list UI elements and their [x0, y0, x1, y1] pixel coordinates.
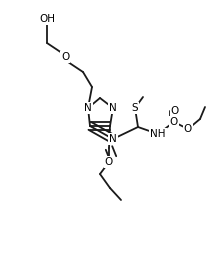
Text: O: O	[170, 117, 178, 127]
Text: OH: OH	[39, 14, 55, 24]
Text: N: N	[84, 103, 92, 113]
Text: O: O	[105, 157, 113, 167]
Text: N: N	[109, 103, 117, 113]
Text: S: S	[132, 103, 138, 113]
Text: NH: NH	[150, 129, 166, 139]
Text: N: N	[109, 134, 117, 144]
Text: O: O	[61, 52, 69, 62]
Text: O: O	[171, 106, 179, 116]
Text: O: O	[184, 124, 192, 134]
